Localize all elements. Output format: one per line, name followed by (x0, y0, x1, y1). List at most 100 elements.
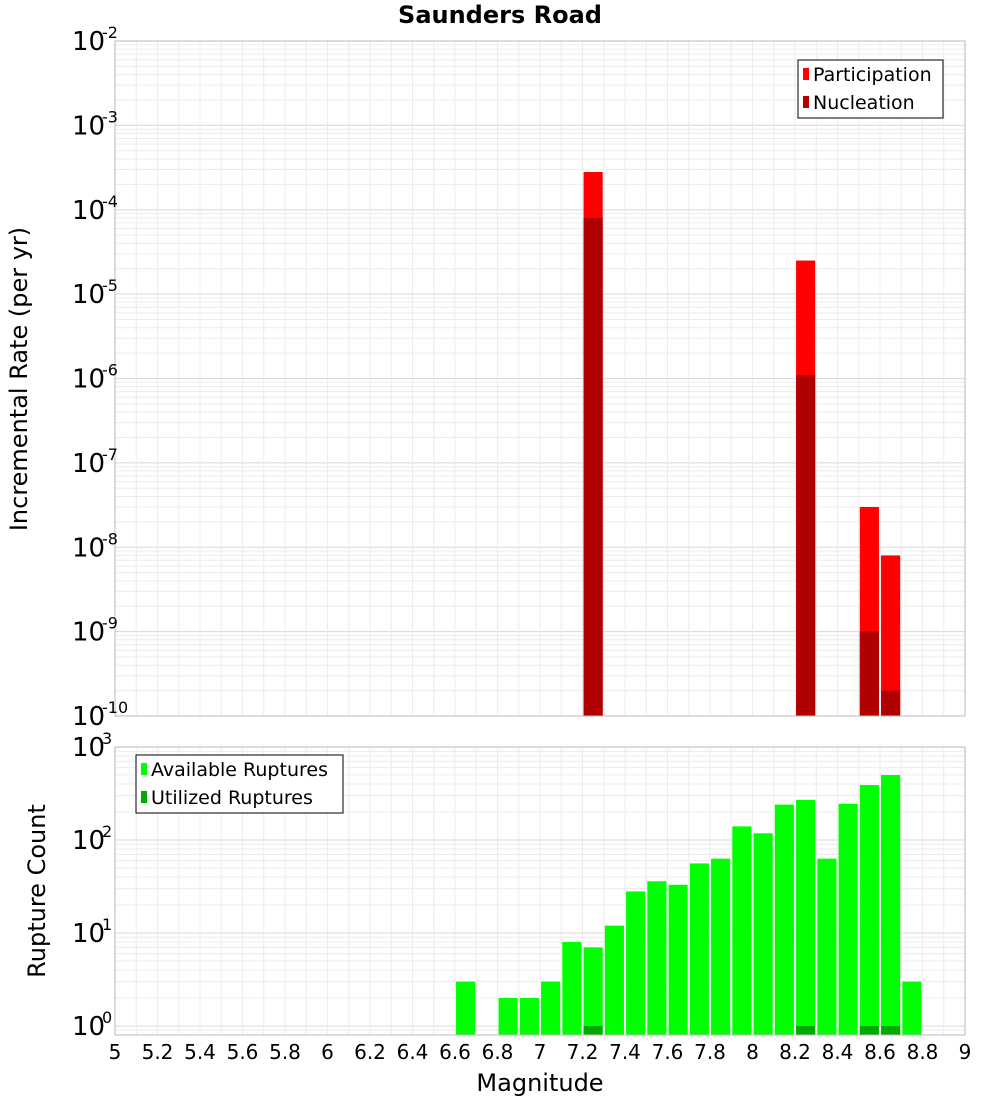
x-axis-label: Magnitude (476, 1069, 603, 1097)
undefined-bar-primary (796, 799, 816, 1035)
undefined-bar-primary (604, 925, 624, 1035)
undefined-y-tick-label: 10 (72, 533, 105, 563)
undefined-bar-primary (732, 826, 752, 1035)
undefined-y-tick-label: 10 (72, 1012, 105, 1042)
x-tick-label: 8.6 (864, 1040, 896, 1064)
undefined-y-tick-exponent: -8 (102, 529, 118, 548)
undefined-y-tick-exponent: 0 (102, 1008, 112, 1027)
chart-title: Saunders Road (398, 1, 602, 29)
undefined-legend-box (797, 59, 944, 119)
undefined-y-tick-exponent: -7 (102, 445, 118, 464)
undefined-bar-primary (711, 858, 731, 1035)
x-tick-label: 7.8 (694, 1040, 726, 1064)
count-plot-frame (114, 746, 966, 1036)
undefined-bar-secondary (859, 631, 879, 716)
undefined-y-tick-label: 10 (72, 919, 105, 949)
undefined-bar-primary (541, 981, 561, 1035)
undefined-bar-secondary (881, 1025, 901, 1035)
undefined-y-tick-exponent: -2 (102, 23, 118, 42)
undefined-legend-label: Available Ruptures (151, 759, 328, 781)
rate-legend: Participation Nucleation (797, 59, 944, 119)
rate-plot-frame (114, 40, 966, 717)
undefined-legend-swatch (141, 791, 147, 803)
undefined-bar-primary (817, 858, 837, 1035)
undefined-bar-primary (562, 942, 582, 1035)
undefined-bar-primary (583, 947, 603, 1035)
undefined-y-tick-exponent: -3 (102, 107, 118, 126)
undefined-y-tick-label: 10 (72, 618, 105, 648)
undefined-y-tick-label: 10 (72, 111, 105, 141)
x-tick-label: 6.8 (482, 1040, 514, 1064)
undefined-legend-label: Nucleation (813, 92, 915, 114)
x-tick-label: 5.2 (142, 1040, 174, 1064)
undefined-bar-secondary (859, 1025, 879, 1035)
x-tick-label: 8.4 (822, 1040, 854, 1064)
undefined-y-tick-label: 10 (72, 826, 105, 856)
x-tick-label: 8 (746, 1040, 759, 1064)
undefined-legend-label: Participation (813, 64, 932, 86)
x-tick-label: 8.2 (779, 1040, 811, 1064)
undefined-y-tick-exponent: -10 (102, 698, 128, 717)
x-tick-labels: 5 5.2 5.4 5.6 5.8 6 6.2 6.4 6.6 6.8 7 7.2 7.4 7.6 7.8 8… (109, 1040, 972, 1064)
undefined-legend-label: Utilized Ruptures (151, 787, 313, 809)
undefined-bar-primary (902, 981, 922, 1035)
undefined-y-tick-exponent: -5 (102, 276, 118, 295)
undefined-y-tick-exponent: 1 (102, 915, 112, 934)
undefined-bar-primary (859, 785, 879, 1035)
undefined-y-tick-exponent: -6 (102, 361, 118, 380)
undefined-legend-swatch (803, 96, 809, 108)
undefined-y-tick-label: 10 (72, 365, 105, 395)
undefined-y-tick-label: 10 (72, 196, 105, 226)
x-tick-label: 5.6 (227, 1040, 259, 1064)
undefined-bar-secondary (583, 217, 603, 716)
undefined-bar-primary (456, 981, 476, 1035)
x-tick-label: 7 (534, 1040, 547, 1064)
undefined-bar-primary (668, 884, 688, 1035)
x-tick-label: 5 (109, 1040, 122, 1064)
undefined-bar-primary (498, 997, 518, 1035)
undefined-bar-secondary (796, 1025, 816, 1035)
undefined-legend-swatch (141, 763, 147, 775)
count-legend: Available Ruptures Utilized Ruptures (135, 754, 344, 814)
undefined-bar-primary (519, 997, 539, 1035)
undefined-bar-primary (626, 891, 646, 1035)
undefined-y-tick-exponent: -4 (102, 192, 118, 211)
x-tick-label: 7.4 (609, 1040, 641, 1064)
x-tick-label: 8.8 (907, 1040, 939, 1064)
undefined-y-tick-label: 10 (72, 733, 105, 763)
count-bars (456, 774, 922, 1035)
undefined-y-tick-exponent: 2 (102, 822, 112, 841)
undefined-bar-secondary (583, 1025, 603, 1035)
undefined-bar-primary (838, 803, 858, 1035)
undefined-y-tick-label: 10 (72, 702, 105, 732)
undefined-bar-secondary (881, 690, 901, 716)
rate-y-axis-label: Incremental Rate (per yr) (5, 227, 33, 531)
undefined-y-tick-exponent: -9 (102, 614, 118, 633)
undefined-bar-primary (689, 863, 709, 1035)
count-y-axis-label: Rupture Count (23, 804, 51, 978)
x-tick-label: 7.6 (652, 1040, 684, 1064)
undefined-bar-primary (753, 833, 773, 1035)
undefined-bar-primary (774, 804, 794, 1035)
undefined-bar-primary (647, 881, 667, 1035)
undefined-bar-secondary (796, 375, 816, 716)
rate-bars (583, 172, 901, 716)
undefined-y-tick-label: 10 (72, 280, 105, 310)
undefined-bar-primary (881, 774, 901, 1035)
x-tick-label: 7.2 (567, 1040, 599, 1064)
undefined-y-tick-exponent: 3 (102, 729, 112, 748)
x-tick-label: 6.6 (439, 1040, 471, 1064)
x-tick-label: 6.4 (397, 1040, 429, 1064)
undefined-y-tick-label: 10 (72, 449, 105, 479)
x-tick-label: 6 (321, 1040, 334, 1064)
x-tick-label: 5.8 (269, 1040, 301, 1064)
undefined-bar-primary (881, 555, 901, 716)
x-tick-label: 9 (959, 1040, 972, 1064)
undefined-y-tick-label: 10 (72, 27, 105, 57)
x-tick-label: 5.4 (184, 1040, 216, 1064)
